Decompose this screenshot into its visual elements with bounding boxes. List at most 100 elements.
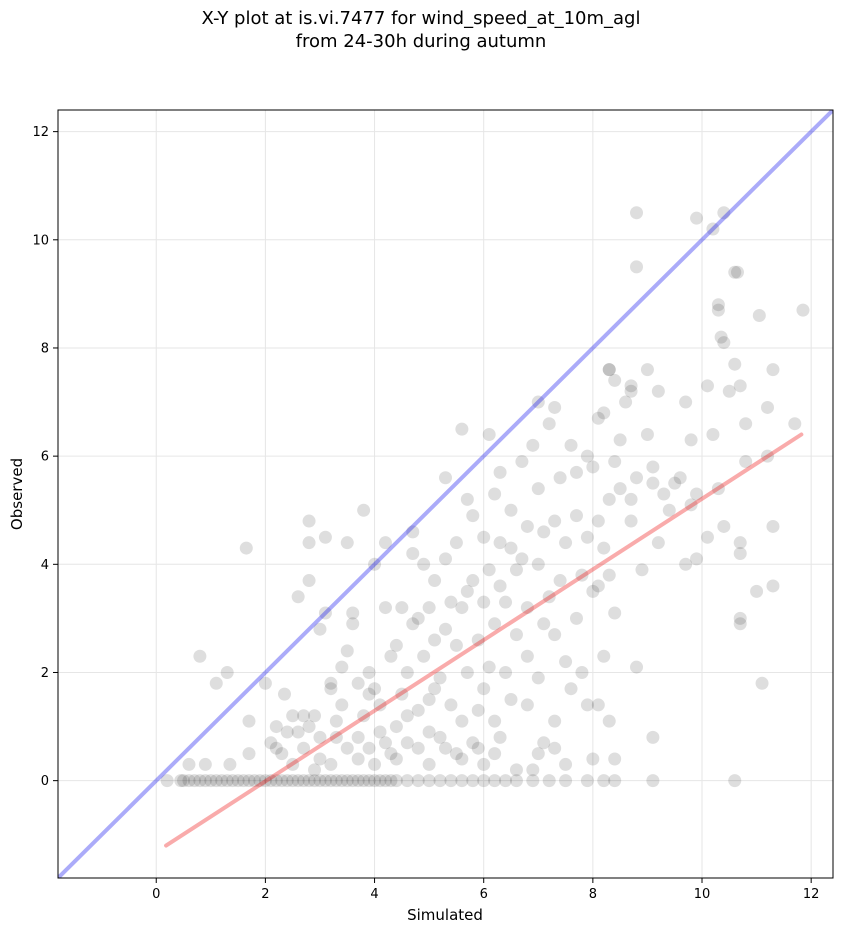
data-point (346, 606, 360, 620)
data-point (439, 471, 452, 485)
data-point (275, 747, 289, 761)
data-point (477, 595, 491, 609)
data-point (750, 584, 764, 598)
data-point (329, 730, 343, 744)
data-point (717, 206, 731, 220)
data-point (318, 606, 332, 620)
data-point (602, 714, 616, 728)
data-point (329, 774, 343, 788)
data-point (690, 211, 704, 225)
data-point (160, 774, 174, 788)
data-point (657, 487, 671, 501)
data-point (411, 611, 425, 625)
data-point (548, 628, 562, 642)
data-point (209, 676, 223, 690)
data-point (389, 720, 403, 734)
data-point (449, 536, 463, 550)
data-point (406, 617, 420, 631)
data-point (433, 730, 447, 744)
data-point (444, 698, 458, 712)
data-point (537, 525, 551, 539)
data-point (466, 574, 480, 588)
data-point (504, 541, 518, 555)
data-point (608, 752, 622, 766)
data-point (308, 774, 322, 788)
data-point (520, 698, 534, 712)
data-point (679, 395, 693, 409)
data-point (400, 665, 414, 679)
data-point (215, 774, 229, 788)
data-point (449, 638, 463, 652)
data-point (411, 774, 425, 788)
data-point (559, 774, 573, 788)
data-point (766, 363, 780, 377)
data-point (373, 698, 387, 712)
data-point (504, 693, 518, 707)
data-point (417, 649, 431, 663)
data-point (711, 303, 725, 317)
data-point (586, 584, 600, 598)
data-point (277, 687, 291, 701)
data-point (531, 482, 545, 496)
data-point (526, 438, 540, 452)
data-point (389, 774, 403, 788)
data-point (329, 714, 343, 728)
data-point (766, 579, 780, 593)
data-point (455, 774, 469, 788)
data-point (548, 514, 562, 528)
data-point (504, 503, 518, 517)
y-tick-label: 12 (32, 125, 49, 140)
data-point (220, 774, 234, 788)
data-point (788, 417, 802, 431)
data-point (357, 709, 371, 723)
x-tick-label: 12 (803, 887, 820, 902)
data-point (520, 519, 534, 533)
data-point (559, 536, 573, 550)
data-point (177, 774, 191, 788)
y-tick-label: 4 (41, 558, 49, 573)
data-point (646, 460, 660, 474)
data-point (608, 606, 622, 620)
data-point (340, 774, 354, 788)
data-point (668, 476, 682, 490)
data-point (400, 774, 414, 788)
data-point (717, 336, 731, 350)
y-tick-label: 8 (41, 341, 49, 356)
data-point (537, 736, 551, 750)
data-point (761, 400, 775, 414)
data-point (602, 568, 616, 582)
data-point (493, 730, 507, 744)
data-point (488, 617, 502, 631)
data-point (640, 363, 654, 377)
data-point (193, 649, 207, 663)
data-point (182, 757, 196, 771)
data-point (591, 698, 605, 712)
data-point (302, 574, 316, 588)
ticks: 0 2 4 6 8 10 12 0 2 4 6 8 10 12 (32, 125, 819, 902)
data-point (239, 541, 253, 555)
data-point (580, 530, 594, 544)
data-point (684, 433, 698, 447)
data-point (548, 741, 562, 755)
data-point (597, 406, 611, 420)
points-layer (160, 206, 810, 788)
data-point (411, 703, 425, 717)
data-point (531, 671, 545, 685)
data-point (711, 298, 725, 312)
data-point (700, 379, 714, 393)
data-point (477, 682, 491, 696)
data-point (542, 590, 556, 604)
data-point (733, 611, 747, 625)
data-point (280, 725, 294, 739)
data-point (499, 774, 513, 788)
data-point (515, 455, 529, 469)
data-point (471, 703, 485, 717)
data-point (335, 774, 349, 788)
data-point (324, 676, 338, 690)
data-point (730, 265, 744, 279)
plot-frame (57, 109, 834, 879)
data-point (520, 601, 534, 615)
y-tick-label: 2 (41, 666, 49, 681)
data-point (384, 747, 398, 761)
